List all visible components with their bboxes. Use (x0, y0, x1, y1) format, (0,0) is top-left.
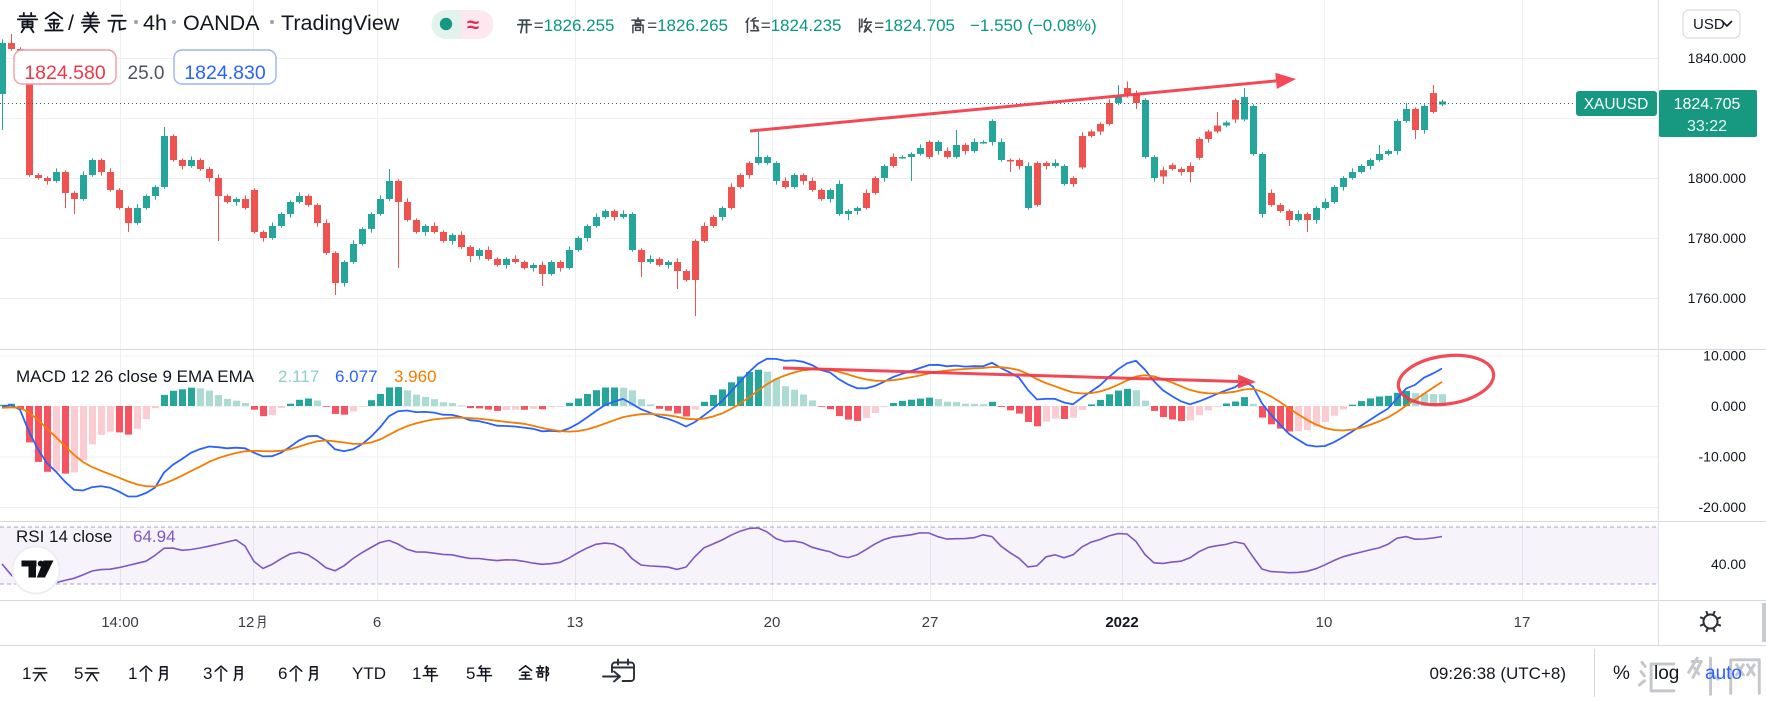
svg-text:log: log (1654, 663, 1679, 684)
svg-text:4h: 4h (143, 11, 167, 35)
svg-text:1824.705: 1824.705 (884, 16, 955, 35)
svg-text:=: = (761, 16, 771, 35)
svg-text:%: % (1613, 663, 1630, 684)
svg-text:3.960: 3.960 (394, 367, 437, 386)
svg-text:YTD: YTD (352, 664, 386, 683)
svg-text:−1.550 (−0.08%): −1.550 (−0.08%) (970, 16, 1097, 35)
svg-text:09:26:38 (UTC+8): 09:26:38 (UTC+8) (1429, 664, 1566, 683)
svg-text:USD: USD (1693, 16, 1725, 33)
svg-text:10: 10 (1316, 614, 1333, 631)
svg-text:13: 13 (567, 614, 584, 631)
svg-text:6.077: 6.077 (335, 367, 378, 386)
svg-text:1840.000: 1840.000 (1688, 50, 1747, 66)
svg-text:20: 20 (764, 614, 781, 631)
svg-text:2.117: 2.117 (278, 367, 319, 386)
svg-text:1826.255: 1826.255 (544, 16, 615, 35)
svg-text:1780.000: 1780.000 (1688, 230, 1747, 246)
svg-text:0.000: 0.000 (1711, 398, 1746, 414)
svg-text:=: = (874, 16, 884, 35)
svg-text:1826.265: 1826.265 (657, 16, 728, 35)
svg-text:1824.830: 1824.830 (184, 62, 265, 84)
svg-text:RSI 14 close: RSI 14 close (16, 527, 112, 546)
svg-text:64.94: 64.94 (133, 527, 176, 546)
svg-text:auto: auto (1705, 663, 1742, 684)
svg-text:25.0: 25.0 (128, 63, 165, 84)
svg-text:5: 5 (74, 664, 83, 683)
svg-text:-10.000: -10.000 (1699, 449, 1747, 465)
svg-text:10.000: 10.000 (1703, 348, 1746, 364)
svg-text:1: 1 (128, 664, 137, 683)
svg-text:1824.235: 1824.235 (771, 16, 842, 35)
svg-text:1: 1 (412, 664, 421, 683)
svg-text:TradingView: TradingView (281, 11, 400, 35)
svg-text:MACD 12 26 close 9 EMA EMA: MACD 12 26 close 9 EMA EMA (16, 367, 255, 386)
svg-text:1: 1 (22, 664, 31, 683)
svg-text:/: / (68, 11, 74, 35)
svg-text:1800.000: 1800.000 (1688, 170, 1747, 186)
svg-text:6: 6 (278, 664, 287, 683)
svg-text:40.00: 40.00 (1711, 556, 1746, 572)
svg-text:=: = (647, 16, 657, 35)
svg-text:OANDA: OANDA (183, 11, 260, 35)
svg-text:-20.000: -20.000 (1699, 499, 1747, 515)
svg-text:17: 17 (1514, 614, 1531, 631)
svg-text:3: 3 (203, 664, 212, 683)
svg-text:27: 27 (922, 614, 939, 631)
svg-text:1824.705: 1824.705 (1674, 96, 1741, 113)
svg-text:33:22: 33:22 (1687, 118, 1727, 135)
svg-text:14:00: 14:00 (101, 614, 139, 631)
svg-text:≈: ≈ (467, 12, 479, 37)
svg-text:6: 6 (373, 614, 381, 631)
svg-text:XAUUSD: XAUUSD (1584, 96, 1649, 113)
svg-text:1760.000: 1760.000 (1688, 290, 1747, 306)
svg-text:2022: 2022 (1105, 614, 1138, 631)
svg-text:12: 12 (238, 614, 255, 631)
svg-text:5: 5 (466, 664, 475, 683)
svg-text:=: = (534, 16, 544, 35)
svg-text:1824.580: 1824.580 (24, 62, 105, 84)
